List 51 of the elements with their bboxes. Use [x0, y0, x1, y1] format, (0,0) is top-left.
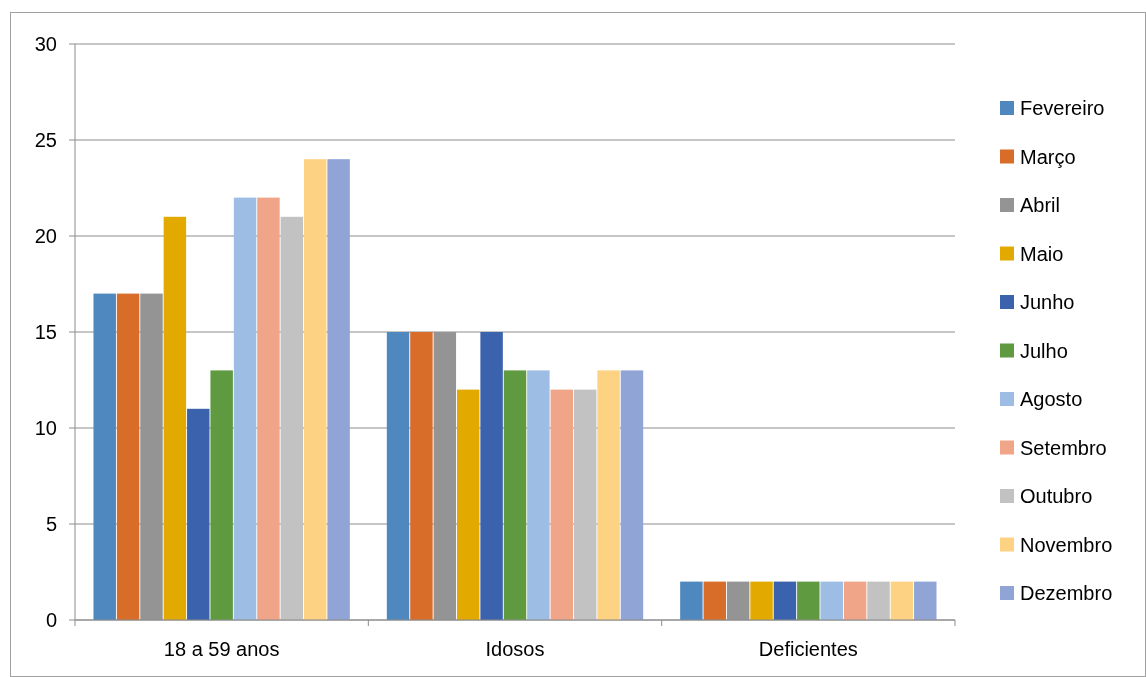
x-tick-label: Deficientes [758, 638, 858, 660]
legend-label: Maio [1020, 242, 1064, 265]
bar [116, 293, 140, 620]
legend-label: Setembro [1020, 436, 1107, 459]
y-tick-label: 5 [45, 513, 57, 535]
bar [456, 389, 480, 620]
bar [573, 389, 597, 620]
legend-label: Abril [1020, 194, 1061, 216]
x-tick-label: 18 a 59 anos [163, 638, 280, 660]
legend-label: Agosto [1020, 388, 1083, 410]
legend-label: Junho [1020, 291, 1075, 313]
bar [257, 197, 280, 620]
bar [527, 370, 550, 620]
bar [327, 159, 350, 620]
bar [597, 370, 620, 620]
bar [163, 216, 187, 620]
x-tick-label: Idosos [485, 638, 545, 660]
legend-label: Julho [1020, 339, 1068, 362]
legend-label: Novembro [1020, 533, 1113, 556]
bar [703, 581, 726, 620]
legend-label: Dezembro [1020, 582, 1113, 604]
legend-label: Fevereiro [1020, 97, 1105, 119]
bar [280, 216, 304, 620]
bar [890, 581, 914, 620]
bar [620, 370, 644, 620]
y-tick-label: 25 [34, 129, 57, 151]
bar [480, 332, 503, 620]
y-tick-label: 0 [45, 609, 57, 631]
y-tick-label: 10 [34, 417, 57, 439]
bar [410, 332, 433, 620]
y-tick-label: 15 [34, 321, 57, 343]
legend-label: Outubro [1020, 485, 1093, 507]
bar [386, 332, 410, 620]
bar [550, 389, 574, 620]
bar [773, 581, 797, 620]
bar [93, 293, 116, 620]
bar [503, 370, 527, 620]
bar [750, 581, 773, 620]
bar [210, 370, 233, 620]
bar [867, 581, 890, 620]
bar [820, 581, 843, 620]
bar [187, 408, 210, 620]
y-tick-label: 30 [34, 33, 57, 55]
bar [914, 581, 937, 620]
bar [233, 197, 257, 620]
bar [680, 581, 703, 620]
legend-label: Março [1020, 145, 1076, 168]
y-tick-label: 20 [34, 225, 57, 247]
bar [797, 581, 820, 620]
bar [304, 159, 327, 620]
bar [843, 581, 867, 620]
